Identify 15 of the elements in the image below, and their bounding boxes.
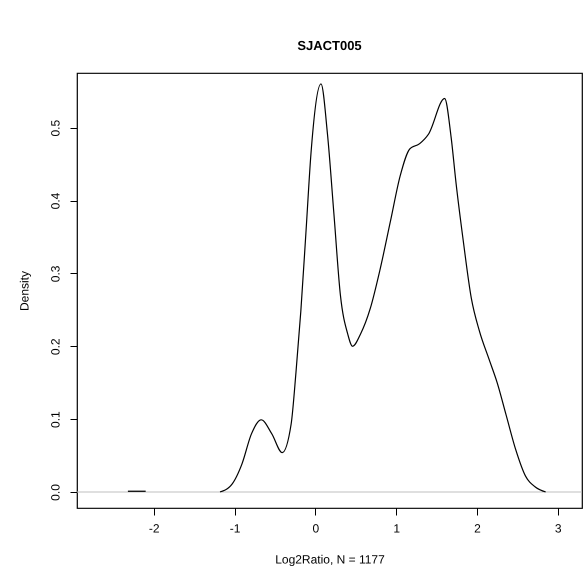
x-axis-title: Log2Ratio, N = 1177: [275, 552, 386, 566]
y-tick-label: 0.2: [48, 338, 62, 356]
y-tick-label: 0.1: [48, 410, 62, 428]
y-axis-title: Density: [18, 270, 32, 312]
x-tick-label: 2: [474, 522, 482, 536]
x-tick-label: -2: [148, 522, 160, 536]
x-tick-label: 1: [393, 522, 400, 536]
x-tick-label: 0: [312, 522, 320, 536]
x-tick-label: 3: [554, 522, 562, 536]
chart-title: SJACT005: [297, 38, 362, 53]
y-tick-label: 0.3: [48, 265, 62, 282]
x-tick-label: -1: [230, 522, 241, 536]
y-tick-label: 0.5: [48, 119, 62, 136]
y-tick-label: 0.4: [48, 192, 62, 210]
y-tick-label: 0.0: [48, 484, 62, 501]
